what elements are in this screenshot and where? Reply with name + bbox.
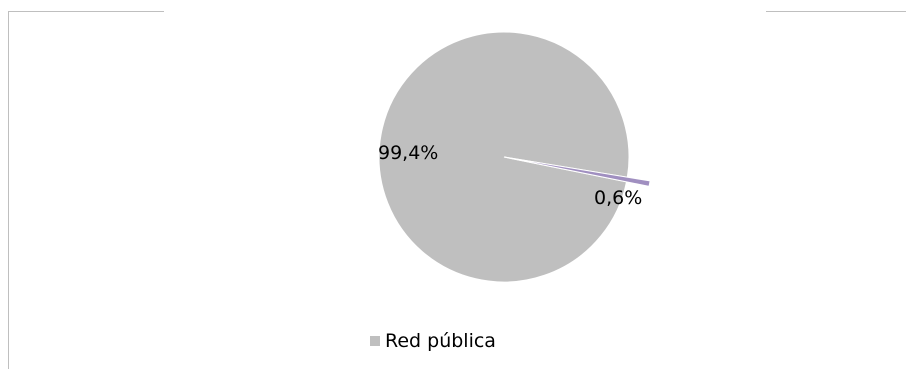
- legend: Red pública: [370, 330, 496, 352]
- pie-slice-labels: 99,4% 0,6%: [378, 142, 642, 209]
- legend-swatch-red-publica: [370, 336, 380, 346]
- pie-slices: [378, 31, 651, 283]
- data-label-other: 0,6%: [594, 187, 642, 209]
- pie-slice-other: [503, 156, 651, 187]
- legend-label-red-publica: Red pública: [385, 330, 496, 352]
- data-label-red-publica: 99,4%: [378, 142, 438, 164]
